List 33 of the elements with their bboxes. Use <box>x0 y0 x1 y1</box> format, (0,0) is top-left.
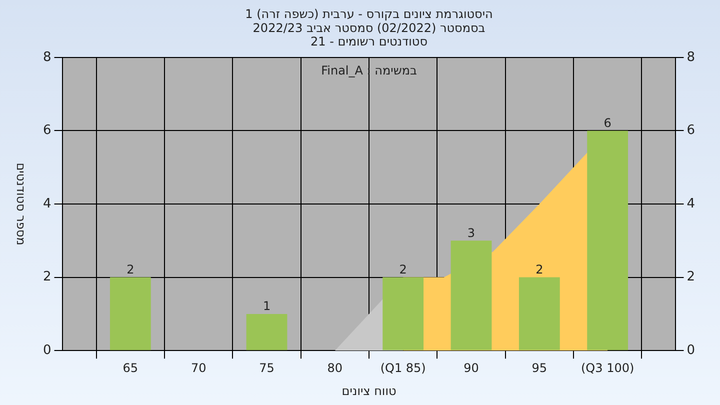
y-tick-label: 4 <box>42 196 52 212</box>
data-label: 6 <box>604 116 612 130</box>
x-tick-label: 75 <box>259 360 274 375</box>
bar <box>110 277 151 350</box>
x-tick-label: 80 <box>327 360 343 375</box>
y2-tick-label: 2 <box>686 270 696 285</box>
y-tick-label: 8 <box>42 50 52 65</box>
y-tick-label: 2 <box>42 270 52 285</box>
x-tick-label: (Q3 100) <box>580 360 634 375</box>
bar <box>518 277 560 350</box>
y-tick-label: 6 <box>42 123 52 138</box>
data-label: 2 <box>126 262 134 276</box>
annotation: במשימה : Final_A <box>321 64 417 78</box>
y-axis-title: מספר סטודנטים <box>14 162 28 246</box>
x-tick-label: (Q1 85) <box>380 360 426 375</box>
x-tick-label: 65 <box>122 360 138 375</box>
bar <box>450 240 492 350</box>
y-tick-label: 0 <box>42 342 52 358</box>
data-label: 2 <box>399 262 407 276</box>
y2-tick-label: 4 <box>686 196 696 212</box>
bar <box>587 130 628 350</box>
y2-tick-label: 0 <box>686 342 696 358</box>
x-axis-title: טווח ציונים <box>342 384 396 398</box>
x-tick-label: 95 <box>532 360 548 375</box>
data-label: 3 <box>467 226 476 240</box>
x-tick-label: 90 <box>464 360 479 375</box>
data-label: 2 <box>536 262 544 276</box>
data-label: 1 <box>262 299 271 314</box>
y2-tick-label: 8 <box>686 50 696 65</box>
chart-title: היסטוגרמת ציונים בקורס - ערבית (כשפה זרה) 1 בסמסטר (02/2022) סמסטר אביב 2022/23 סטודנטים רשומים - 21 <box>245 7 493 49</box>
bar <box>246 314 288 350</box>
y2-tick-label: 6 <box>686 123 696 138</box>
x-tick-label: 70 <box>190 360 206 375</box>
